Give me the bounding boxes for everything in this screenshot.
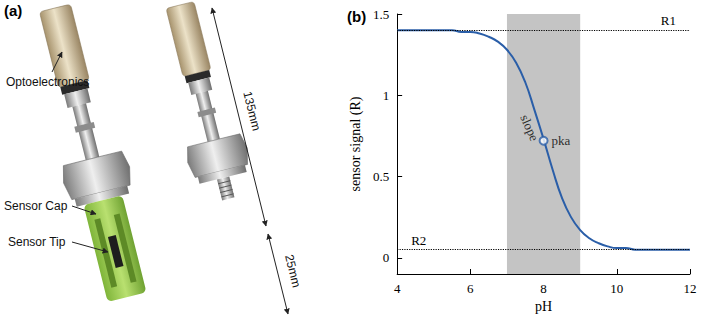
svg-text:135mm: 135mm	[240, 90, 263, 132]
svg-text:0.5: 0.5	[373, 169, 389, 184]
svg-text:10: 10	[610, 281, 623, 296]
svg-text:pH: pH	[535, 299, 552, 314]
svg-text:0: 0	[383, 250, 390, 265]
svg-text:Sensor Cap: Sensor Cap	[4, 199, 68, 213]
svg-text:(b): (b)	[347, 8, 366, 25]
svg-text:sensor signal (R): sensor signal (R)	[348, 96, 364, 191]
svg-text:R2: R2	[411, 233, 426, 248]
svg-text:pka: pka	[552, 133, 571, 148]
svg-text:8: 8	[540, 281, 547, 296]
svg-text:Optoelectronics: Optoelectronics	[6, 75, 89, 89]
svg-text:1: 1	[383, 88, 390, 103]
svg-text:Sensor Tip: Sensor Tip	[8, 235, 66, 249]
svg-text:R1: R1	[661, 13, 676, 28]
svg-text:(a): (a)	[4, 2, 22, 19]
svg-text:1.5: 1.5	[373, 7, 389, 22]
svg-text:6: 6	[467, 281, 474, 296]
svg-text:12: 12	[684, 281, 697, 296]
svg-text:25mm: 25mm	[282, 253, 304, 289]
svg-text:slope: slope	[517, 112, 542, 143]
svg-text:4: 4	[394, 281, 401, 296]
